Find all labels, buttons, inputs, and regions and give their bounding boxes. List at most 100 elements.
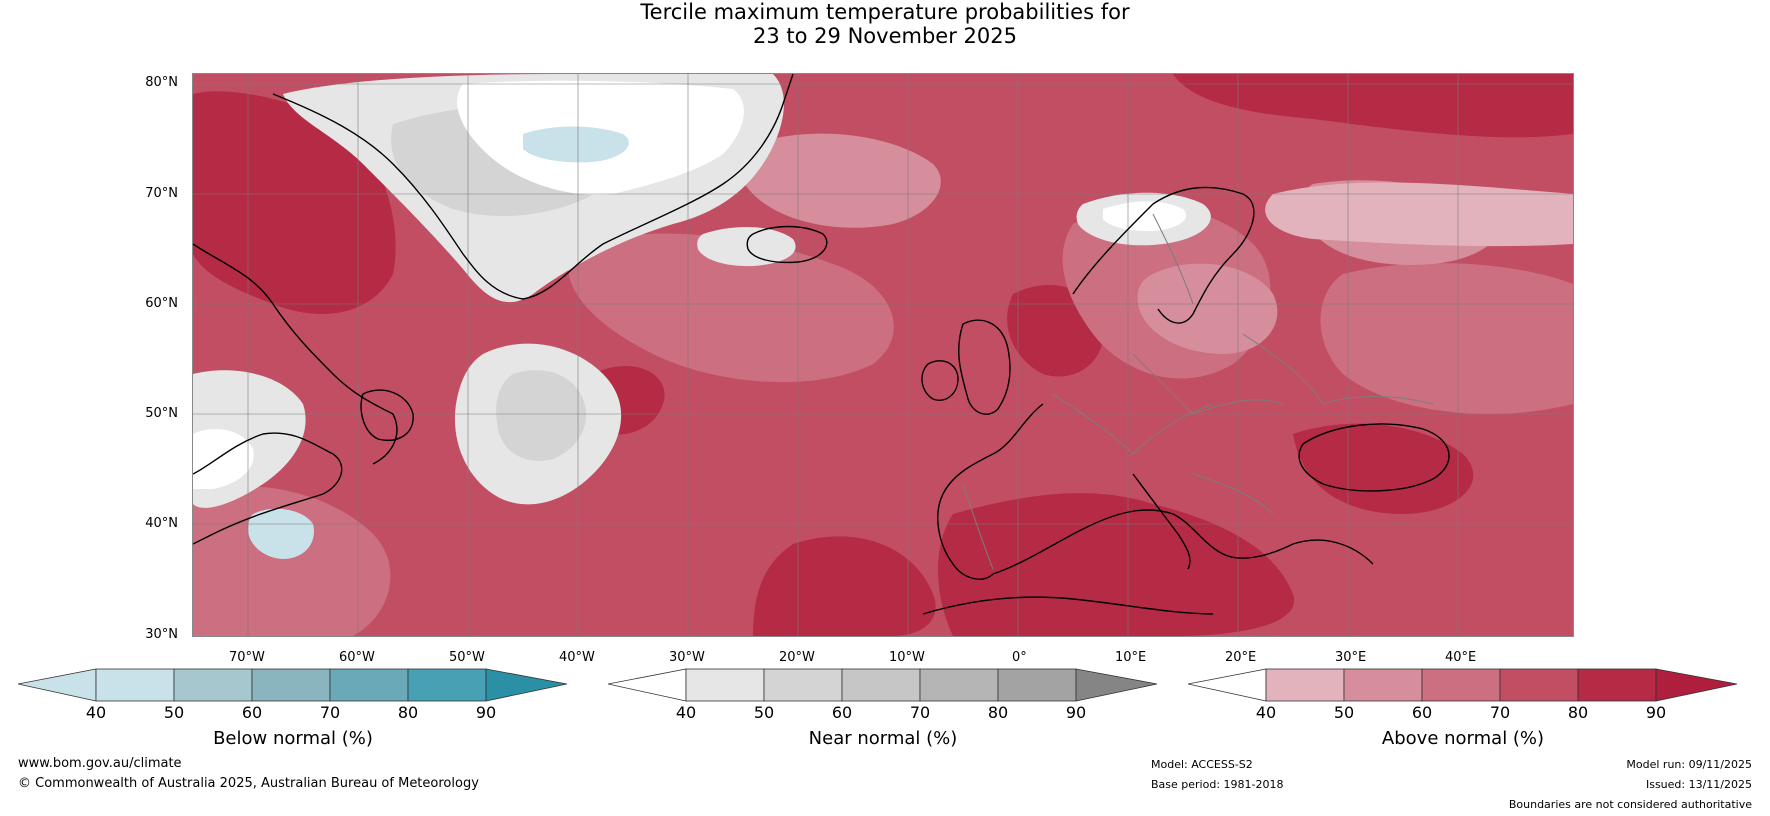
below-normal-label: Below normal (%) (213, 728, 373, 749)
near-normal-label: Near normal (%) (808, 728, 958, 749)
colorbar-below-swatches (17, 668, 568, 702)
colorbar-near-normal: 40 50 60 70 80 90 Near normal (%) (607, 668, 1158, 768)
model-text: Model: ACCESS-S2 (1151, 758, 1253, 771)
near-swatch-70-80 (919, 668, 999, 702)
region-lapland-white (1103, 201, 1187, 232)
map-title: Tercile maximum temperature probabilitie… (0, 0, 1770, 48)
near-swatch-upper (1075, 668, 1158, 702)
coast-europe-atlantic (937, 403, 1044, 580)
above-normal-label: Above normal (%) (1381, 728, 1545, 749)
below-tick-80: 80 (397, 703, 419, 722)
region-baltic-light (1137, 263, 1278, 354)
above-swatch-50-60 (1343, 668, 1423, 702)
lat-label-50n: 50°N (145, 406, 178, 421)
lat-label-70n: 70°N (145, 186, 178, 201)
region-subtropical-strong (753, 536, 936, 636)
below-tick-40: 40 (85, 703, 107, 722)
border-iberia (962, 483, 994, 570)
below-swatch-40-50 (95, 668, 175, 702)
border-central-europe (1132, 353, 1284, 415)
coast-italy (1132, 473, 1191, 570)
border-east-europe (1242, 333, 1434, 405)
issued-text: Issued: 13/11/2025 (1645, 778, 1752, 791)
colorbar-below-normal: 40 50 60 70 80 90 Below normal (%) (17, 668, 568, 768)
coast-north-africa (922, 596, 1214, 615)
near-tick-90: 90 (1065, 703, 1087, 722)
lon-label-70w: 70°W (229, 650, 265, 665)
probability-map (192, 73, 1574, 637)
below-tick-90: 90 (475, 703, 497, 722)
lon-label-10e: 10°E (1115, 650, 1147, 665)
lat-label-60n: 60°N (145, 296, 178, 311)
lon-label-30w: 30°W (669, 650, 705, 665)
near-tick-40: 40 (675, 703, 697, 722)
border-west-europe (1052, 393, 1214, 455)
above-swatch-upper (1655, 668, 1738, 702)
region-arctic-pale (1265, 182, 1573, 247)
coast-greenland (272, 74, 794, 300)
region-greenland-sea-light (738, 133, 941, 228)
below-tick-70: 70 (319, 703, 341, 722)
below-swatch-70-80 (329, 668, 409, 702)
region-russia-moderate (1320, 263, 1573, 414)
above-swatch-lower (1187, 668, 1267, 702)
country-borders (962, 213, 1434, 570)
near-swatch-40-50 (685, 668, 765, 702)
title-line-2: 23 to 29 November 2025 (753, 24, 1017, 48)
near-tick-60: 60 (831, 703, 853, 722)
lat-label-80n: 80°N (145, 75, 178, 90)
near-swatch-80-90 (997, 668, 1077, 702)
above-swatch-60-70 (1421, 668, 1501, 702)
coast-mediterranean (992, 509, 1374, 575)
model-run-text: Model run: 09/11/2025 (1626, 758, 1752, 771)
near-tick-50: 50 (753, 703, 775, 722)
colorbar-above-swatches (1187, 668, 1738, 702)
lat-label-40n: 40°N (145, 516, 178, 531)
graticule (193, 74, 1573, 636)
region-newfoundland-white (193, 429, 254, 489)
lon-label-60w: 60°W (339, 650, 375, 665)
above-tick-60: 60 (1411, 703, 1433, 722)
coast-ireland (921, 360, 959, 401)
map-canvas (193, 74, 1573, 636)
coastlines (193, 74, 1450, 615)
region-black-sea-strong (1293, 423, 1474, 514)
coast-north-america (193, 432, 343, 545)
region-central-atlantic-moderate (567, 233, 894, 383)
coast-black-sea (1298, 423, 1450, 492)
region-barents-strong (1173, 74, 1573, 138)
lon-label-20e: 20°E (1225, 650, 1257, 665)
below-tick-60: 60 (241, 703, 263, 722)
near-swatch-50-60 (763, 668, 843, 702)
coast-labrador (193, 243, 398, 465)
lon-label-50w: 50°W (449, 650, 485, 665)
border-scandinavia (1152, 213, 1194, 305)
below-swatch-50-60 (173, 668, 253, 702)
lon-label-40e: 40°E (1445, 650, 1477, 665)
below-swatch-60-70 (251, 668, 331, 702)
near-swatch-lower (607, 668, 687, 702)
lon-label-30e: 30°E (1335, 650, 1367, 665)
copyright-text: © Commonwealth of Australia 2025, Austra… (18, 776, 479, 791)
colorbar-near-swatches (607, 668, 1158, 702)
above-tick-70: 70 (1489, 703, 1511, 722)
lon-label-0: 0° (1012, 650, 1027, 665)
coast-iceland (746, 225, 828, 264)
region-south-west-moderate (193, 486, 391, 636)
above-tick-90: 90 (1645, 703, 1667, 722)
near-swatch-60-70 (841, 668, 921, 702)
website-link[interactable]: www.bom.gov.au/climate (18, 756, 182, 771)
above-swatch-70-80 (1499, 668, 1579, 702)
coast-newfoundland (360, 389, 414, 441)
below-swatch-80-90 (407, 668, 487, 702)
below-tick-50: 50 (163, 703, 185, 722)
base-period-text: Base period: 1981-2018 (1151, 778, 1284, 791)
border-balkans (1192, 473, 1274, 515)
region-iceland-near-normal (697, 227, 796, 267)
above-swatch-40-50 (1265, 668, 1345, 702)
region-mediterranean-strong (938, 493, 1295, 636)
region-greenland-below-normal (523, 126, 629, 163)
lon-label-40w: 40°W (559, 650, 595, 665)
coast-britain (958, 319, 1011, 415)
colorbar-above-normal: 40 50 60 70 80 90 Above normal (%) (1187, 668, 1738, 768)
